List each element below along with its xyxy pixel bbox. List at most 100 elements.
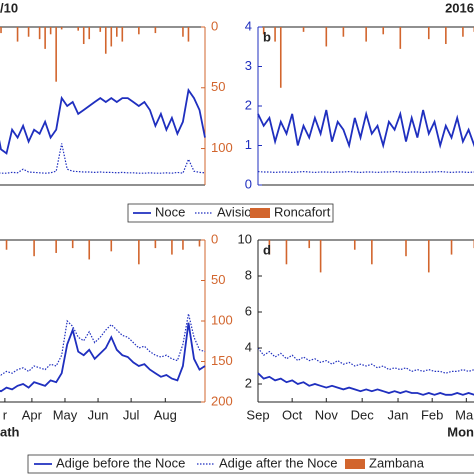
bar — [0, 27, 2, 34]
panel-label: d — [263, 242, 271, 257]
x-tick-label: Jan — [388, 407, 409, 422]
bar — [154, 27, 157, 34]
bar — [342, 27, 345, 37]
bar — [274, 27, 276, 42]
line-series — [257, 109, 474, 150]
x-tick-label: Nov — [315, 407, 339, 422]
legend-label: Zambana — [369, 455, 425, 470]
bar — [110, 240, 113, 252]
bar — [427, 240, 430, 273]
line-series — [257, 170, 474, 174]
y-tick-label: 3 — [245, 58, 252, 73]
line-series — [0, 322, 206, 393]
bar — [382, 27, 385, 35]
y-tick-label: 8 — [245, 267, 252, 282]
x-tick-label: Mar — [455, 407, 474, 422]
x-tick-label: Oct — [282, 407, 303, 422]
y2-tick-label: 100 — [211, 140, 233, 155]
bar — [60, 27, 63, 30]
bar — [462, 27, 464, 37]
bar — [405, 240, 407, 257]
legend-label: Avisio — [217, 204, 251, 219]
bar — [71, 240, 74, 249]
bar — [450, 240, 453, 255]
bar — [138, 27, 140, 35]
bar — [182, 240, 184, 250]
y2-tick-label: 100 — [211, 312, 233, 327]
bar — [110, 27, 113, 47]
bar — [5, 240, 8, 250]
x-tick-label: Dec — [351, 407, 375, 422]
bar — [171, 240, 173, 255]
bar — [115, 27, 118, 37]
y-tick-label: 2 — [245, 375, 252, 390]
bar — [138, 240, 140, 265]
legend-label: Roncafort — [274, 204, 331, 219]
bar — [99, 27, 102, 32]
legend-swatch — [345, 459, 365, 469]
y2-tick-label: 50 — [211, 79, 225, 94]
bar — [38, 27, 41, 40]
bar — [302, 27, 305, 32]
bar — [445, 27, 447, 45]
bar — [262, 27, 265, 35]
x-tick-label: Apr — [22, 407, 43, 422]
bar — [121, 27, 124, 42]
bar — [55, 27, 57, 82]
x-tick-label: Sep — [246, 407, 269, 422]
y2-tick-label: 150 — [211, 353, 233, 368]
bar — [77, 27, 80, 31]
x-tick-label: Aug — [154, 407, 177, 422]
bar — [187, 27, 190, 42]
x-tick-label: r — [3, 407, 8, 422]
chart-title: 2016 — [445, 0, 474, 15]
bar — [198, 240, 201, 247]
bar — [55, 240, 57, 253]
x-axis-label: Mon — [447, 424, 474, 439]
y2-tick-label: 50 — [211, 272, 225, 287]
y-tick-label: 4 — [245, 18, 252, 33]
bar — [371, 240, 373, 265]
y2-tick-label: 200 — [211, 393, 233, 408]
y-tick-label: 6 — [245, 303, 252, 318]
bar — [268, 240, 271, 255]
x-tick-label: Feb — [421, 407, 443, 422]
line-series — [257, 347, 474, 374]
x-axis-label: ath — [0, 424, 20, 439]
chart-title: /10 — [0, 0, 18, 15]
panel-label: b — [263, 29, 271, 44]
bar — [88, 27, 91, 40]
line-series — [0, 313, 206, 376]
bar — [16, 27, 19, 42]
y-tick-label: 10 — [238, 231, 252, 246]
x-tick-label: Jun — [88, 407, 109, 422]
y-tick-label: 2 — [245, 97, 252, 112]
legend-label: Adige before the Noce — [56, 455, 185, 470]
bar — [427, 27, 430, 40]
y-tick-label: 4 — [245, 339, 252, 354]
y-tick-label: 0 — [245, 176, 252, 191]
line-series — [0, 87, 206, 155]
bar — [182, 27, 184, 37]
bar — [27, 27, 30, 37]
x-tick-label: May — [53, 407, 78, 422]
y2-tick-label: 0 — [211, 231, 218, 246]
bar — [49, 27, 52, 35]
bar — [88, 240, 91, 260]
bar — [365, 27, 367, 42]
legend-label: Adige after the Noce — [219, 455, 338, 470]
bar — [279, 27, 282, 88]
line-series — [257, 372, 474, 396]
bar — [325, 27, 328, 47]
bar — [44, 27, 46, 49]
bar — [399, 27, 402, 49]
legend-swatch — [250, 208, 270, 218]
bar — [82, 27, 85, 45]
line-series — [0, 143, 206, 174]
y-tick-label: 1 — [245, 137, 252, 152]
legend-box — [127, 203, 334, 223]
bar — [104, 27, 107, 54]
bar — [353, 240, 356, 250]
bar — [308, 240, 311, 249]
